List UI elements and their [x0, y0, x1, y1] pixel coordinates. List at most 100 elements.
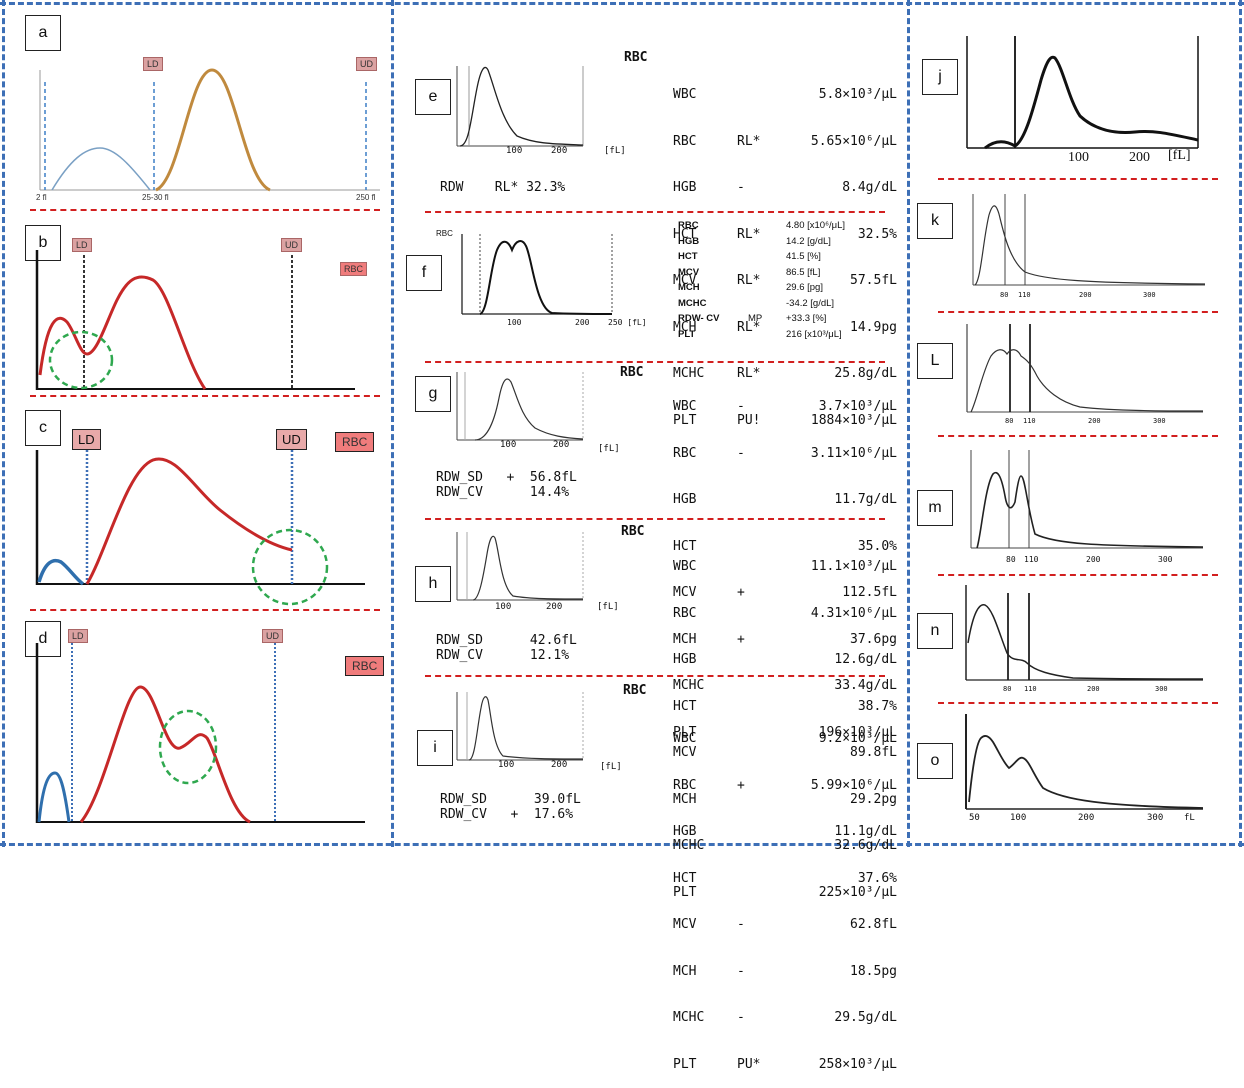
printout-g: WBC -3.7×10³/μL RBC -3.11×10⁶/μL HGB 11.7g/…: [673, 399, 897, 740]
tick-m-3: 300: [1158, 555, 1173, 564]
separator-ab: [30, 209, 380, 211]
plt-curve-d: [37, 771, 71, 823]
panel-tag-o: o: [917, 743, 953, 779]
tick-f-2: 250 [fL]: [608, 318, 647, 327]
tick-n-3: 300: [1155, 685, 1168, 693]
histogram-g: [456, 372, 584, 441]
tick-m-0: 80: [1006, 555, 1016, 564]
ld-label-d: LD: [68, 629, 88, 643]
header-h: RBC: [621, 524, 645, 539]
tick-j-0: 100: [1068, 150, 1089, 165]
highlight-circle-b: [48, 330, 114, 390]
tick-o-1: 100: [1010, 813, 1027, 823]
tick-e-2: [fL]: [604, 146, 626, 156]
tick-o-3: 300: [1147, 813, 1164, 823]
chart-c: [35, 450, 365, 606]
ld-label-a: LD: [143, 57, 163, 71]
tick-l-2: 200: [1088, 417, 1101, 425]
curve-f: [479, 240, 613, 315]
separator-lm: [938, 435, 1218, 437]
header-g: RBC: [620, 365, 644, 380]
frame-divider-1: [391, 0, 394, 847]
panel-tag-f: f: [406, 255, 442, 291]
rdw-e: RDW RL* 32.3%: [440, 180, 566, 195]
tick-f-0: 100: [507, 318, 522, 327]
separator-ef: [425, 211, 885, 213]
rdw-sd-h: RDW_SD 42.6fL: [436, 633, 577, 648]
curve-e: [459, 66, 584, 147]
rbc-curve-a: [155, 68, 271, 192]
separator-gh: [425, 518, 885, 520]
header-e: RBC: [624, 50, 648, 65]
panel-tag-b: b: [25, 225, 61, 261]
tick-g-1: 200: [553, 440, 570, 450]
frame-bottom: [0, 843, 1244, 846]
highlight-circle-d: [158, 709, 218, 785]
curve-n: [967, 604, 1204, 680]
panel-tag-d: d: [25, 621, 61, 657]
curve-h: [472, 535, 584, 601]
separator-jk: [938, 178, 1218, 180]
panel-tag-k: k: [917, 203, 953, 239]
panel-tag-g: g: [415, 376, 451, 412]
curve-l: [970, 349, 1204, 413]
frame-divider-2: [907, 0, 910, 847]
tick-i-2: [fL]: [600, 762, 622, 772]
tick-a-2: 250 fl: [356, 193, 376, 202]
histogram-l: [966, 324, 1204, 413]
panel-tag-h: h: [415, 566, 451, 602]
histogram-j: [966, 36, 1199, 150]
separator-kl: [938, 311, 1218, 313]
tick-e-0: 100: [506, 146, 523, 156]
tick-l-3: 300: [1153, 417, 1166, 425]
curve-o: [968, 735, 1204, 809]
panel-tag-l: L: [917, 343, 953, 379]
tick-o-2: 200: [1078, 813, 1095, 823]
curve-m: [976, 471, 1204, 549]
rbc-curve-b: [38, 275, 207, 390]
header-f: RBC: [436, 229, 453, 238]
histogram-i: [456, 692, 584, 761]
rdw-cv-h: RDW_CV 12.1%: [436, 648, 570, 663]
plt-curve-c: [37, 558, 85, 586]
tick-k-3: 300: [1143, 291, 1156, 299]
tick-o-4: fL: [1184, 813, 1195, 823]
rdw-cv-g: RDW_CV 14.4%: [436, 485, 570, 500]
frame-top: [0, 2, 1244, 5]
histogram-f: [461, 234, 613, 315]
tick-h-1: 200: [546, 602, 563, 612]
tick-k-1: 110: [1018, 291, 1031, 299]
curve-g: [474, 378, 584, 441]
histogram-m: [970, 450, 1204, 549]
rdw-cv-i: RDW_CV + 17.6%: [440, 807, 574, 822]
rdw-sd-g: RDW_SD + 56.8fL: [436, 470, 577, 485]
frame-right: [1239, 0, 1242, 847]
rbc-label-b: RBC: [340, 262, 368, 276]
tick-l-0: 80: [1005, 417, 1014, 425]
separator-mn: [938, 574, 1218, 576]
ud-label-b: UD: [281, 238, 302, 252]
plt-curve-a: [51, 147, 151, 191]
rbc-label-c: RBC: [335, 432, 375, 452]
histogram-o: [965, 714, 1204, 810]
separator-hi: [425, 675, 885, 677]
tick-h-0: 100: [495, 602, 512, 612]
ld-label-c: LD: [72, 429, 101, 450]
tick-j-2: [fL]: [1168, 148, 1191, 163]
panel-tag-i: i: [417, 730, 453, 766]
header-i: RBC: [623, 683, 647, 698]
rbc-curve-c: [85, 457, 293, 585]
ud-label-a: UD: [356, 57, 377, 71]
tick-j-1: 200: [1129, 150, 1150, 165]
panel-tag-c: c: [25, 410, 61, 446]
tick-n-2: 200: [1087, 685, 1100, 693]
separator-fg: [425, 361, 885, 363]
panel-tag-e: e: [415, 79, 451, 115]
histogram-k: [972, 194, 1206, 286]
tick-f-1: 200: [575, 318, 590, 327]
chart-a: 2 fl 25-30 fl 250 fl: [36, 68, 380, 202]
tick-g-0: 100: [500, 440, 517, 450]
tick-i-1: 200: [551, 760, 568, 770]
curve-j: [984, 55, 1199, 150]
highlight-circle-c: [251, 528, 329, 606]
